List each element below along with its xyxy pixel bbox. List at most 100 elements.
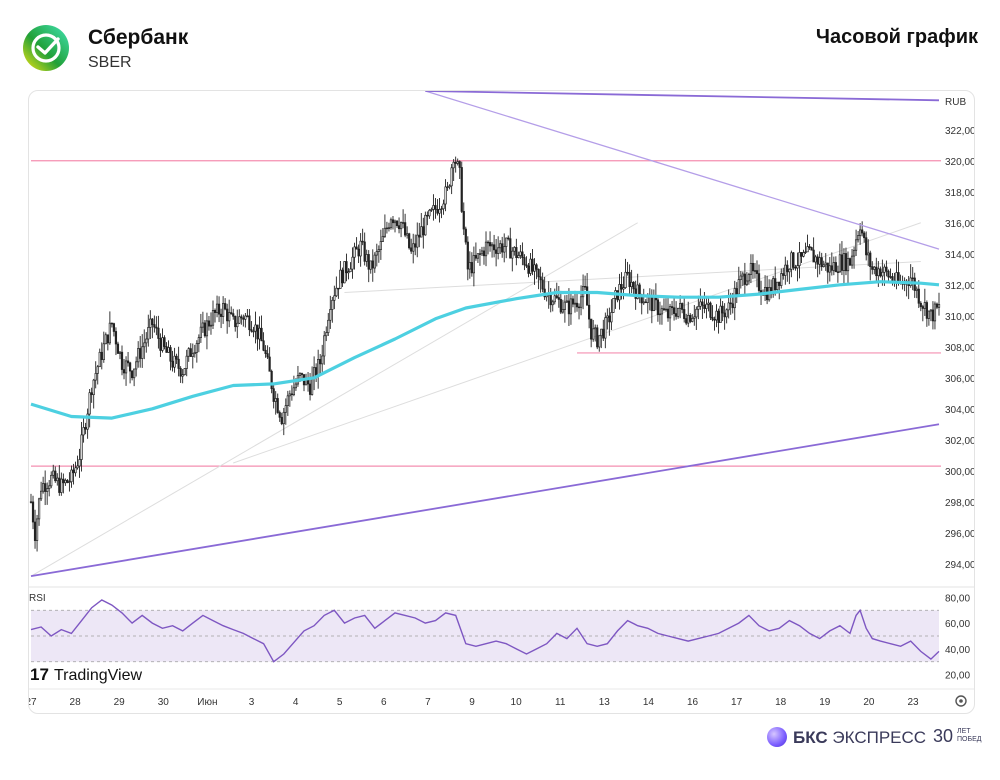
candle-body [135, 361, 138, 370]
candle-body [812, 249, 815, 263]
candle [478, 248, 482, 266]
candle-body [385, 227, 389, 230]
candle [790, 250, 793, 278]
candle [476, 253, 480, 264]
candle-body [82, 427, 85, 436]
candle [555, 282, 558, 299]
candle [577, 303, 581, 320]
candle [92, 378, 95, 409]
candle-body [786, 264, 789, 273]
candle-body [323, 335, 326, 357]
candle [124, 356, 128, 386]
candle-body [452, 161, 455, 169]
candle-body [794, 267, 797, 269]
candle [814, 254, 817, 269]
candle-body [124, 360, 128, 374]
candle-body [373, 254, 376, 269]
candle-body [525, 264, 528, 267]
candle [573, 290, 577, 313]
candle-body [751, 262, 755, 272]
candle-body [195, 343, 198, 353]
candle-body [238, 316, 241, 324]
candle [772, 275, 775, 298]
candle [286, 390, 289, 416]
candle [608, 307, 611, 336]
candle-body [88, 392, 91, 415]
candle-body [468, 262, 471, 270]
candle-body [873, 266, 876, 270]
candle [763, 275, 767, 302]
candle-body [820, 257, 823, 267]
candle-body [222, 303, 225, 317]
candle [389, 217, 393, 230]
candle-body [474, 255, 478, 259]
candle-body [391, 219, 395, 224]
candle [266, 345, 269, 360]
candle [624, 258, 627, 289]
candle-body [658, 313, 662, 316]
candle-body [559, 299, 562, 313]
candle-body [98, 351, 101, 368]
candle [232, 308, 235, 320]
settings-icon[interactable] [955, 695, 967, 707]
candle-body [177, 358, 180, 369]
candle-body [513, 247, 516, 252]
candle-body [539, 276, 542, 281]
candle-body [854, 239, 858, 251]
candle-body [430, 209, 433, 211]
candle-body [557, 297, 560, 300]
candle-body [175, 355, 178, 360]
candle-body [719, 305, 722, 323]
candle-body [911, 277, 914, 280]
candle [788, 268, 791, 285]
candle [118, 350, 122, 360]
candle-body [788, 268, 791, 273]
candle [187, 347, 190, 362]
candle [327, 313, 330, 336]
candle-body [387, 227, 391, 229]
candle-body [46, 488, 49, 492]
candle-body [484, 241, 488, 257]
candle [420, 213, 423, 238]
candle-body [927, 310, 930, 319]
candle-body [923, 302, 926, 309]
candle-body [230, 312, 233, 314]
candle-body [42, 483, 45, 492]
candle-body [677, 307, 680, 317]
candle-body [428, 209, 431, 217]
candle [854, 229, 858, 256]
candle-body [203, 322, 207, 337]
candle [54, 466, 57, 483]
candle [810, 246, 813, 251]
candle [280, 412, 283, 426]
candle [276, 393, 279, 414]
candle [800, 252, 803, 264]
candle [444, 179, 447, 212]
candle [96, 364, 99, 385]
candle-body [410, 247, 413, 252]
candle [488, 231, 492, 252]
candle-body [626, 271, 629, 274]
candle [329, 295, 332, 329]
candle [865, 231, 868, 261]
candle [66, 479, 69, 484]
candle-body [711, 317, 714, 320]
candle-body [664, 308, 668, 311]
candle-body [476, 253, 480, 259]
candle [798, 242, 801, 279]
candle [122, 358, 126, 380]
candle-body [351, 256, 354, 270]
trendline [233, 222, 921, 464]
candle-body [511, 250, 514, 259]
candle [256, 324, 259, 351]
candle [215, 295, 219, 318]
candle-body [842, 253, 846, 271]
price-chart[interactable]: 322,00320,00318,00316,00314,00312,00310,… [29, 91, 974, 713]
candle [207, 315, 211, 331]
candle [337, 287, 340, 299]
candle-body [531, 258, 534, 272]
candle-body [440, 208, 443, 210]
candle [114, 327, 118, 356]
candle-body [189, 348, 192, 357]
candle-body [92, 379, 95, 396]
